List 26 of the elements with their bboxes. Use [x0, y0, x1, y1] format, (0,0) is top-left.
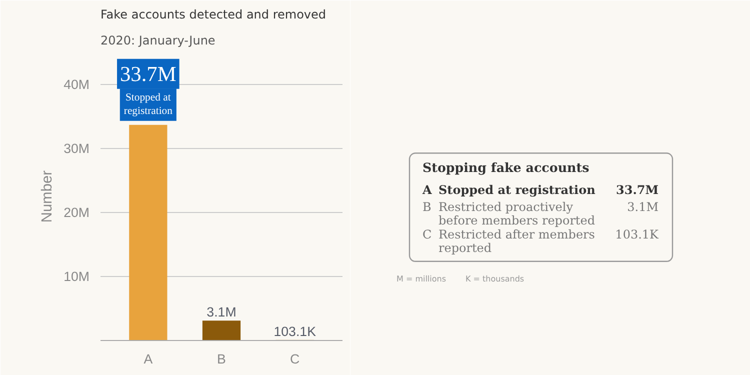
text: 33.7M	[616, 183, 659, 198]
y-tick-label: 20M	[64, 205, 90, 220]
category-label: C	[422, 228, 432, 242]
y-tick-label: 10M	[64, 269, 90, 284]
category-label: A	[422, 183, 432, 198]
chart-subtitle: 2020: January-June	[100, 34, 216, 48]
x-tick-label: C	[290, 352, 300, 366]
x-tick-label: A	[144, 352, 153, 366]
text: 3.1M	[627, 200, 659, 214]
data-label: 33.7M	[120, 62, 176, 86]
chart-title: Fake accounts detected and removed	[100, 8, 326, 22]
text: Stopped at registration	[438, 183, 596, 198]
y-tick-label: 30M	[64, 141, 90, 156]
data-label: 3.1M	[206, 304, 236, 320]
text: Stopping fake accounts	[422, 160, 590, 176]
text: Restricted after members reported	[438, 228, 595, 255]
text: 103.1K	[615, 228, 659, 242]
text: M = millions	[396, 274, 446, 284]
x-tick-label: B	[217, 352, 226, 366]
annotation: Stopped at registration	[124, 92, 174, 117]
data-label: 103.1K	[274, 324, 316, 339]
text: Restricted proactively before members reported	[438, 200, 596, 228]
category-label: B	[422, 200, 432, 214]
y-axis-title: Number	[40, 170, 56, 223]
y-tick-label: 40M	[64, 77, 90, 92]
text: K = thousands	[466, 274, 524, 284]
